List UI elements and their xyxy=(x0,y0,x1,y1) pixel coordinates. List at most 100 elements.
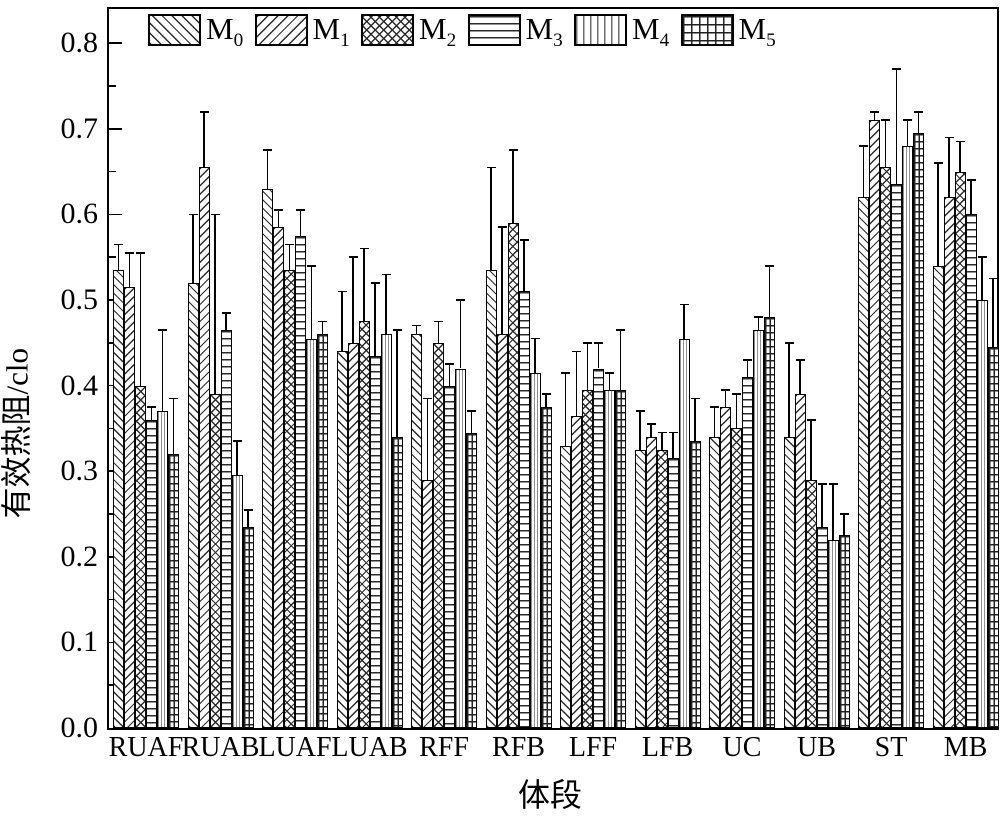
errorbar-cap-UB-M2 xyxy=(806,419,816,421)
bar-ST-M3 xyxy=(891,184,902,728)
errorbar-line-MB-M0 xyxy=(937,163,939,266)
bar-LUAF-M4 xyxy=(306,338,317,728)
errorbar-cap-RFF-M4 xyxy=(456,299,465,301)
bar-MB-M5 xyxy=(987,347,999,728)
errorbar-cap-LFF-M5 xyxy=(616,329,625,331)
errorbar-line-UB-M2 xyxy=(810,419,812,480)
errorbar-cap-RUAF-M0 xyxy=(114,243,123,246)
errorbar-line-RFF-M4 xyxy=(459,300,462,369)
errorbar-line-LFB-M1 xyxy=(650,424,652,437)
bar-RFF-M4 xyxy=(455,368,466,728)
errorbar-line-UB-M0 xyxy=(788,342,790,437)
errorbar-cap-RFB-M5 xyxy=(541,393,551,395)
errorbar-line-MB-M4 xyxy=(981,257,983,301)
errorbar-line-UC-M3 xyxy=(746,359,749,378)
errorbar-cap-LUAB-M0 xyxy=(337,290,347,293)
errorbar-cap-ST-M2 xyxy=(881,119,890,122)
legend-swatch-m5 xyxy=(680,14,734,46)
errorbar-cap-RUAF-M1 xyxy=(125,252,134,254)
bar-RFB-M5 xyxy=(540,407,552,728)
x-tick-label-LUAB: LUAB xyxy=(331,732,408,763)
errorbar-cap-RFF-M3 xyxy=(445,363,454,365)
errorbar-cap-UB-M1 xyxy=(795,359,805,361)
legend-label-m3: M3 xyxy=(525,11,563,52)
errorbar-cap-LUAB-M4 xyxy=(381,273,391,276)
bar-ST-M1 xyxy=(869,120,880,728)
bar-RUAB-M1 xyxy=(198,167,210,728)
x-tick-label-RUAF: RUAF xyxy=(108,732,184,763)
legend-swatch-m3 xyxy=(467,14,521,46)
bar-LUAB-M3 xyxy=(369,355,381,728)
errorbar-cap-LUAB-M1 xyxy=(348,256,358,259)
errorbar-cap-RFF-M2 xyxy=(434,320,443,323)
bar-UC-M3 xyxy=(742,377,753,728)
errorbar-line-MB-M3 xyxy=(970,180,972,215)
bar-LUAF-M3 xyxy=(295,235,306,728)
bar-RUAB-M4 xyxy=(231,475,243,728)
errorbar-line-UC-M2 xyxy=(735,394,738,429)
bar-RUAF-M2 xyxy=(135,385,146,728)
bar-MB-M0 xyxy=(932,265,944,728)
bar-LUAB-M4 xyxy=(380,334,392,728)
y-tick-label: 0.5 xyxy=(60,283,99,317)
errorbar-line-RUAF-M0 xyxy=(117,244,120,271)
errorbar-cap-LFB-M5 xyxy=(690,397,700,400)
bar-UC-M1 xyxy=(720,407,731,728)
bar-UC-M2 xyxy=(731,428,742,728)
bar-RUAB-M0 xyxy=(187,282,199,728)
bar-UB-M1 xyxy=(794,394,806,728)
errorbar-cap-UC-M2 xyxy=(732,393,741,395)
bar-LUAF-M1 xyxy=(273,227,284,728)
errorbar-line-UB-M1 xyxy=(799,359,801,395)
errorbar-line-RFF-M5 xyxy=(470,411,473,433)
bar-RFB-M4 xyxy=(529,372,541,728)
bar-LUAB-M5 xyxy=(391,436,403,728)
errorbar-line-LFB-M2 xyxy=(661,432,663,450)
x-tick-label-UB: UB xyxy=(797,732,836,763)
errorbar-line-RUAF-M5 xyxy=(172,398,175,455)
y-minor-tick xyxy=(109,85,116,87)
bar-RUAB-M5 xyxy=(242,526,254,728)
errorbar-cap-LUAF-M3 xyxy=(296,209,305,211)
errorbar-line-RFB-M5 xyxy=(545,394,547,407)
errorbar-line-RUAB-M2 xyxy=(214,214,216,395)
bar-LUAF-M0 xyxy=(262,188,273,728)
bar-MB-M4 xyxy=(976,300,988,728)
errorbar-cap-MB-M5 xyxy=(988,277,998,280)
y-major-tick xyxy=(109,128,122,130)
errorbar-cap-LFF-M2 xyxy=(583,342,592,344)
errorbar-line-LFF-M1 xyxy=(575,351,578,416)
bar-UC-M0 xyxy=(709,436,720,728)
errorbar-line-LFB-M3 xyxy=(672,432,674,459)
errorbar-cap-LUAB-M5 xyxy=(392,329,402,331)
errorbar-line-MB-M1 xyxy=(948,137,950,198)
bar-RUAF-M1 xyxy=(124,287,135,728)
errorbar-line-RUAF-M4 xyxy=(161,329,164,412)
errorbar-cap-MB-M3 xyxy=(966,179,976,181)
y-minor-tick xyxy=(109,342,116,344)
bar-LFB-M5 xyxy=(689,441,701,728)
errorbar-line-RFF-M0 xyxy=(415,325,418,335)
errorbar-cap-LUAB-M3 xyxy=(370,282,380,284)
errorbar-line-UC-M1 xyxy=(724,389,727,407)
errorbar-line-ST-M0 xyxy=(862,145,865,198)
errorbar-line-LUAB-M2 xyxy=(363,248,365,322)
errorbar-line-RFB-M1 xyxy=(501,227,503,335)
x-tick-label-RUAB: RUAB xyxy=(181,732,260,763)
bar-RUAF-M0 xyxy=(113,270,124,728)
errorbar-cap-MB-M0 xyxy=(933,162,943,164)
errorbar-line-ST-M2 xyxy=(884,120,887,168)
errorbar-line-RUAB-M4 xyxy=(236,441,238,476)
y-minor-tick xyxy=(109,256,116,259)
errorbar-cap-RUAB-M2 xyxy=(210,213,220,216)
bar-MB-M3 xyxy=(965,214,977,728)
legend-swatch-m4 xyxy=(574,14,627,46)
bar-UC-M4 xyxy=(753,329,764,728)
errorbar-line-LUAF-M4 xyxy=(310,265,313,339)
y-minor-tick xyxy=(109,513,116,515)
x-tick-label-ST: ST xyxy=(874,732,908,763)
bar-RUAF-M4 xyxy=(157,411,168,728)
plot-area xyxy=(107,7,999,730)
errorbar-cap-LFB-M3 xyxy=(668,431,678,434)
